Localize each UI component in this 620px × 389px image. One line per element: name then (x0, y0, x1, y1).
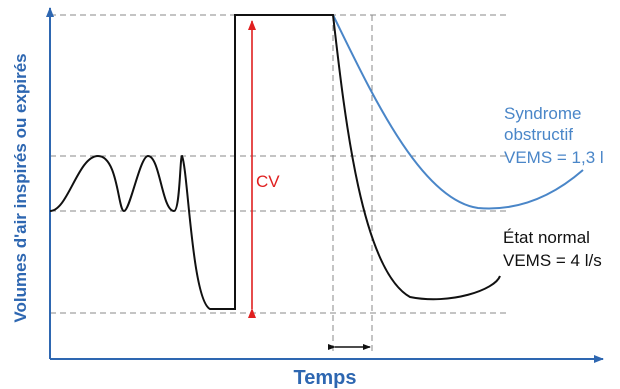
cv-label: CV (256, 172, 280, 191)
y-axis-title: Volumes d'air inspirés ou expirés (11, 53, 30, 322)
normal-line2: VEMS = 4 l/s (503, 251, 602, 270)
obstructive-line2: obstructif (504, 125, 573, 144)
obstructive-curve (332, 14, 584, 210)
guide-lines (50, 14, 510, 355)
obstructive-line1: Syndrome (504, 104, 581, 123)
x-axis-title: Temps (294, 367, 357, 389)
obstructive-annotation: Syndrome obstructif VEMS = 1,3 l (504, 104, 604, 167)
normal-annotation: État normal VEMS = 4 l/s (503, 228, 602, 270)
normal-curve (49, 14, 501, 310)
obstructive-line3: VEMS = 1,3 l (504, 148, 604, 167)
normal-line1: État normal (503, 228, 590, 247)
